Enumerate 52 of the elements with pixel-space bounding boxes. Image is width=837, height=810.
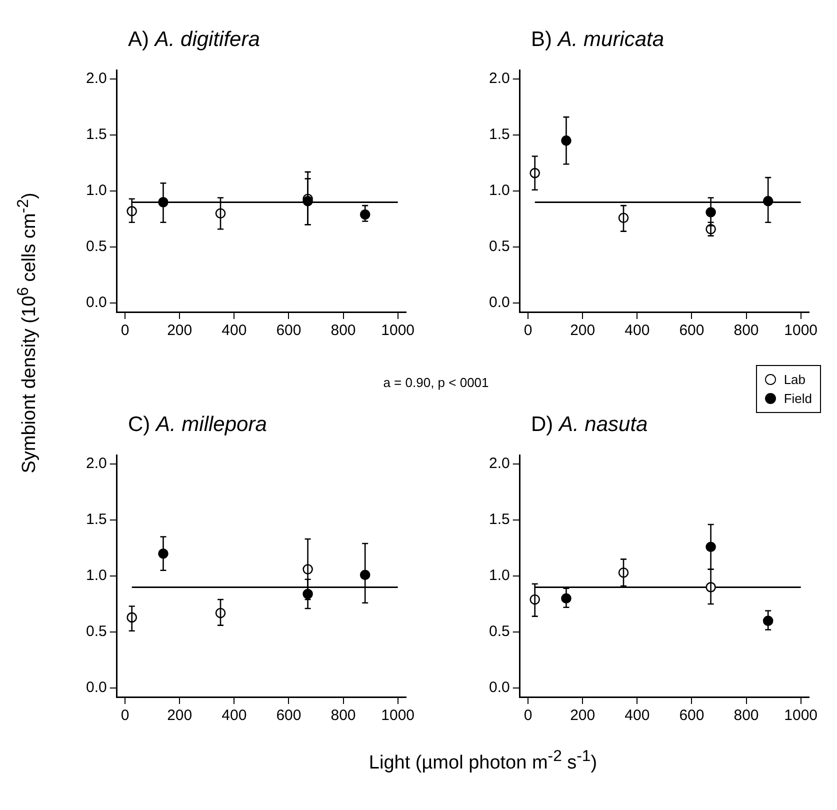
y-tick-label: 1.5 xyxy=(86,511,107,528)
y-tick-label: 2.0 xyxy=(86,455,107,472)
x-tick-label: 0 xyxy=(524,322,532,340)
x-tick-label: 1000 xyxy=(381,707,415,724)
legend-label: Lab xyxy=(784,371,806,389)
x-tick-label: 200 xyxy=(570,322,596,340)
y-tick-label: 0.5 xyxy=(86,623,107,640)
x-tick-label: 200 xyxy=(167,707,192,724)
x-tick-label: 400 xyxy=(222,322,247,340)
x-tick-label: 800 xyxy=(330,322,356,340)
chart-title: D) A. nasuta xyxy=(531,413,648,436)
y-tick-label: 2.0 xyxy=(488,70,510,88)
y-tick-label: 0.0 xyxy=(488,679,510,696)
y-tick-label: 0.0 xyxy=(86,679,107,696)
y-tick-label: 0.0 xyxy=(86,294,107,312)
text: a = 0.90, p < 0001 xyxy=(382,375,490,390)
x-tick-label: 200 xyxy=(570,707,596,724)
chart-title: A) A. digitifera xyxy=(128,28,260,51)
x-tick-label: 400 xyxy=(624,707,650,724)
y-tick-label: 2.0 xyxy=(86,70,107,88)
y-tick-label: 1.0 xyxy=(86,182,107,200)
x-tick-label: 800 xyxy=(734,707,759,724)
y-tick-label: 0.5 xyxy=(86,238,107,256)
chart-title: B) A. muricata xyxy=(531,28,664,51)
x-tick-label: 1000 xyxy=(784,322,818,340)
x-tick-label: 600 xyxy=(276,322,302,340)
x-tick-label: 0 xyxy=(120,707,130,724)
legend-label: Field xyxy=(784,390,812,408)
y-tick-label: 1.5 xyxy=(86,126,107,144)
y-tick-label: 0.5 xyxy=(488,238,510,256)
x-tick-label: 200 xyxy=(167,322,192,340)
x-tick-label: 600 xyxy=(276,707,302,724)
x-tick-label: 400 xyxy=(222,707,247,724)
x-tick-label: 1000 xyxy=(784,707,818,724)
y-tick-label: 1.5 xyxy=(488,511,510,528)
x-tick-label: 600 xyxy=(679,707,704,724)
x-tick-label: 800 xyxy=(734,322,759,340)
x-tick-label: 800 xyxy=(330,707,356,724)
x-tick-label: 0 xyxy=(120,322,130,340)
y-tick-label: 1.0 xyxy=(488,182,510,200)
x-axis-title: Light (µmol photon m$^{-2}$ s$^{-1}$) xyxy=(368,748,598,774)
y-tick-label: 0.5 xyxy=(488,623,510,640)
y-tick-label: 1.5 xyxy=(488,126,510,144)
y-tick-label: 1.0 xyxy=(86,567,107,584)
y-tick-label: 0.0 xyxy=(488,294,510,312)
chart-title: C) A. millepora xyxy=(128,413,267,436)
x-tick-label: 400 xyxy=(624,322,650,340)
x-tick-label: 600 xyxy=(679,322,704,340)
y-tick-label: 1.0 xyxy=(488,567,510,584)
y-tick-label: 2.0 xyxy=(488,455,510,472)
x-tick-label: 1000 xyxy=(381,322,415,340)
x-tick-label: 0 xyxy=(524,707,532,724)
